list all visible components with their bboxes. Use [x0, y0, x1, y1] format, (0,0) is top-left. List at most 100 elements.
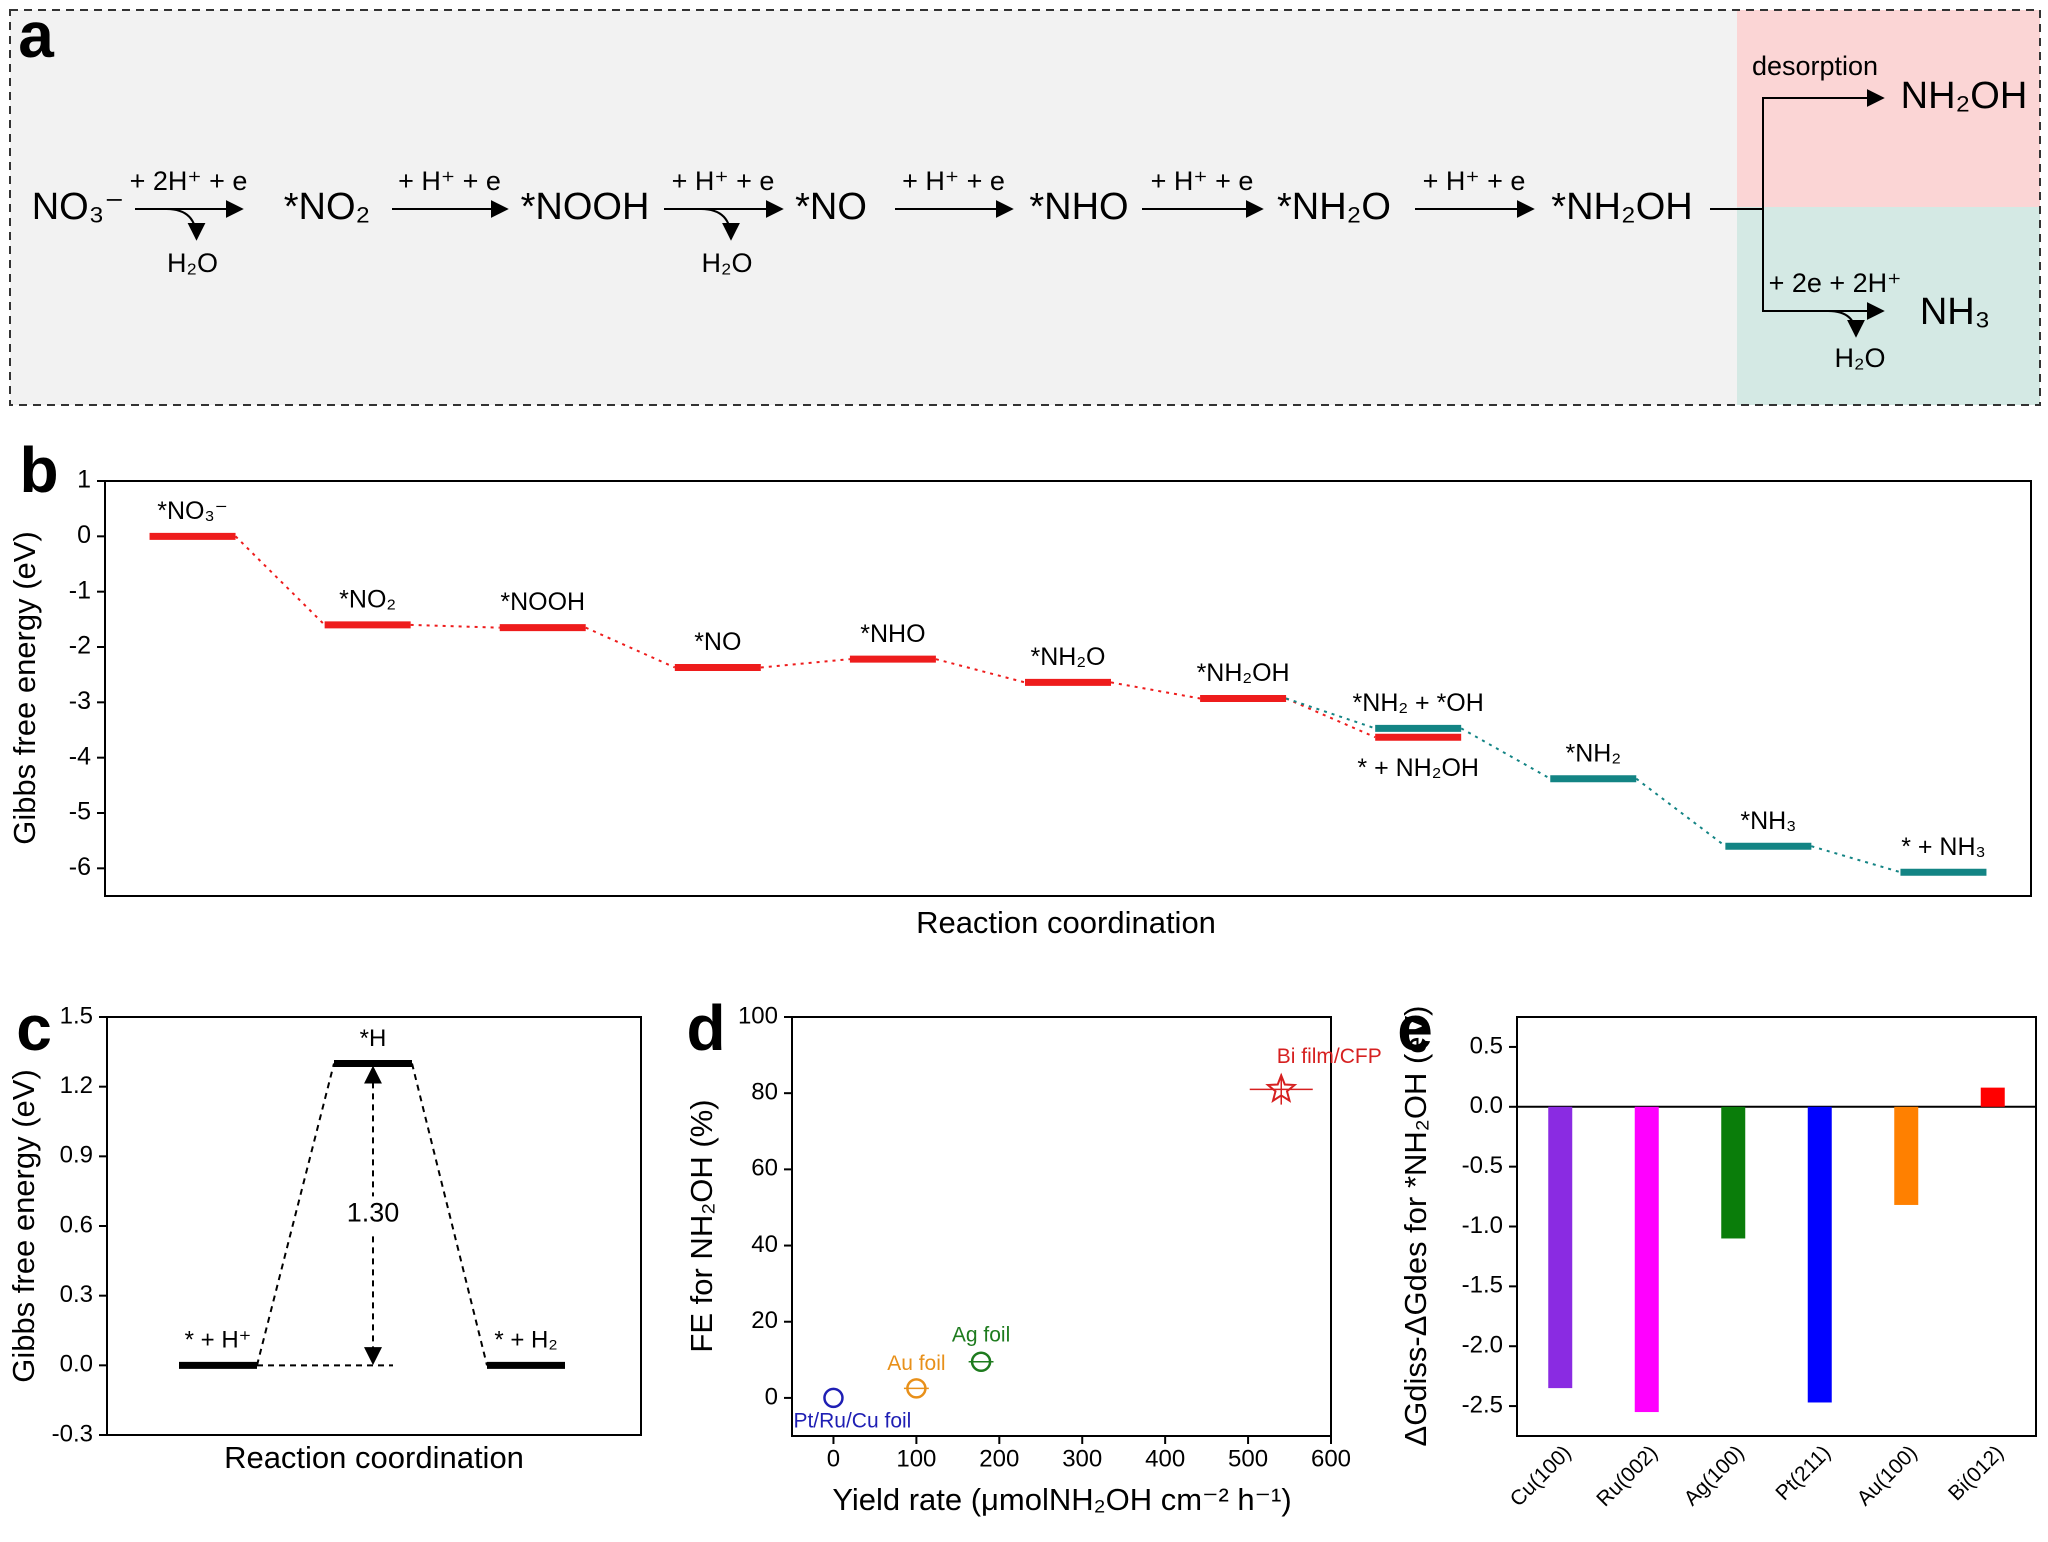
- connector: [760, 658, 851, 669]
- species: *NH₂OH: [1551, 186, 1692, 228]
- branch-product: NH₂OH: [1901, 75, 2028, 117]
- reagent: + 2H⁺ + e: [130, 166, 248, 196]
- y-axis-label: Gibbs free energy (eV): [6, 1069, 41, 1383]
- y-tick-label: -6: [69, 853, 91, 881]
- level-label: * + H₂: [494, 1327, 557, 1354]
- level-label: * + NH₂OH: [1357, 754, 1479, 782]
- reagent: + H⁺ + e: [1151, 166, 1254, 196]
- connector: [935, 658, 1026, 684]
- x-tick-label: Cu(100): [1506, 1441, 1576, 1511]
- connector: [234, 535, 326, 626]
- y-axis-label: Gibbs free energy (eV): [7, 531, 42, 845]
- y-tick-label: -4: [69, 742, 91, 770]
- y-tick-label: -2.0: [1462, 1332, 1503, 1359]
- connector: [1285, 697, 1376, 739]
- y-tick-label: 0.0: [60, 1351, 93, 1378]
- bar: [1980, 1087, 2005, 1107]
- desorption-arrow: [1762, 89, 1885, 209]
- point-label: Bi film/CFP: [1277, 1045, 1382, 1068]
- panel-letter: b: [19, 434, 58, 506]
- plot-frame: [104, 480, 2032, 897]
- branch-label: + 2e + 2H⁺: [1769, 268, 1902, 298]
- species: *NO: [795, 186, 867, 228]
- y-tick-label: -0.5: [1462, 1152, 1503, 1179]
- branch-label: desorption: [1752, 51, 1878, 81]
- y-tick-label: -2.5: [1462, 1391, 1503, 1418]
- connector: [585, 626, 676, 669]
- reduction-arrow: [1762, 209, 1885, 320]
- species: NO₃⁻: [32, 186, 125, 228]
- y-tick-label: 1: [77, 466, 91, 494]
- species: *NHO: [1029, 186, 1128, 228]
- x-tick-label: 400: [1145, 1445, 1185, 1472]
- y-tick-label: 20: [751, 1307, 778, 1334]
- y-tick-label: 0.3: [60, 1281, 93, 1308]
- bar: [1548, 1106, 1573, 1389]
- desorption-region: [1737, 10, 2040, 207]
- level-label: *NH₂O: [1031, 643, 1106, 671]
- x-tick-label: Ru(002): [1592, 1441, 1662, 1511]
- level-label: *NOOH: [500, 588, 585, 616]
- reagent: + H⁺ + e: [672, 166, 775, 196]
- x-tick-label: Pt(211): [1771, 1441, 1835, 1505]
- reagent: + H⁺ + e: [398, 166, 501, 196]
- connector: [411, 1063, 488, 1366]
- y-tick-label: 80: [751, 1079, 778, 1106]
- level-label: *NHO: [860, 620, 925, 648]
- annotation-bg: [339, 1196, 407, 1233]
- byproduct-arrow: [166, 208, 206, 241]
- y-tick-label: 40: [751, 1231, 778, 1258]
- byproduct-arrow: [1827, 310, 1865, 338]
- y-tick-label: 1.5: [60, 1002, 93, 1029]
- y-axis-label: ΔGdiss-ΔGdes for *NH₂OH (eV): [1398, 1005, 1433, 1446]
- reagent: + H⁺ + e: [902, 166, 1005, 196]
- annotation: 1.30: [347, 1198, 400, 1228]
- point: [823, 1387, 844, 1409]
- scheme-frame: [9, 9, 2041, 406]
- point-label: Au foil: [887, 1352, 945, 1375]
- connector: [1811, 845, 1901, 874]
- connector: [1110, 681, 1201, 700]
- species: *NOOH: [521, 186, 650, 228]
- plot-frame: [1516, 1016, 2037, 1437]
- y-axis-label: FE for NH₂OH (%): [684, 1099, 719, 1352]
- x-axis-label: Reaction coordination: [916, 905, 1216, 940]
- bar: [1807, 1106, 1832, 1403]
- level-label: *H: [360, 1025, 387, 1052]
- reagent: + H⁺ + e: [1423, 166, 1526, 196]
- x-axis-label: Reaction coordination: [224, 1440, 524, 1475]
- x-tick-label: 200: [979, 1445, 1019, 1472]
- bar: [1894, 1106, 1919, 1205]
- y-tick-label: -0.3: [52, 1420, 93, 1447]
- byproduct: H₂O: [1835, 343, 1886, 373]
- point-label: Ag foil: [952, 1323, 1010, 1346]
- level-label: *NH₂ + *OH: [1353, 689, 1484, 717]
- connector: [410, 623, 500, 629]
- x-tick-label: 0: [827, 1445, 840, 1472]
- plot-frame: [791, 1016, 1332, 1437]
- level-label: *NH₂: [1565, 739, 1621, 767]
- y-tick-label: 0.6: [60, 1211, 93, 1238]
- y-tick-label: -1.5: [1462, 1272, 1503, 1299]
- x-tick-label: 100: [896, 1445, 936, 1472]
- panel-letter: a: [18, 0, 54, 71]
- byproduct: H₂O: [167, 248, 218, 278]
- y-tick-label: -3: [69, 687, 91, 715]
- branch-product: NH₃: [1920, 291, 1990, 333]
- connector: [1460, 727, 1551, 780]
- y-tick-label: -1.0: [1462, 1212, 1503, 1239]
- y-tick-label: -1: [69, 576, 91, 604]
- y-tick-label: 100: [738, 1002, 778, 1029]
- reduction-region: [1737, 207, 2040, 405]
- y-tick-label: 0.9: [60, 1142, 93, 1169]
- x-tick-label: Bi(012): [1944, 1441, 2008, 1505]
- level-label: *NH₂OH: [1197, 659, 1290, 687]
- panel-letter: e: [1397, 992, 1433, 1064]
- point: [906, 1378, 927, 1399]
- byproduct-arrow: [700, 208, 740, 241]
- point: [970, 1351, 992, 1372]
- species: *NH₂O: [1277, 186, 1391, 228]
- connector: [256, 1063, 335, 1366]
- species: *NO₂: [284, 186, 371, 228]
